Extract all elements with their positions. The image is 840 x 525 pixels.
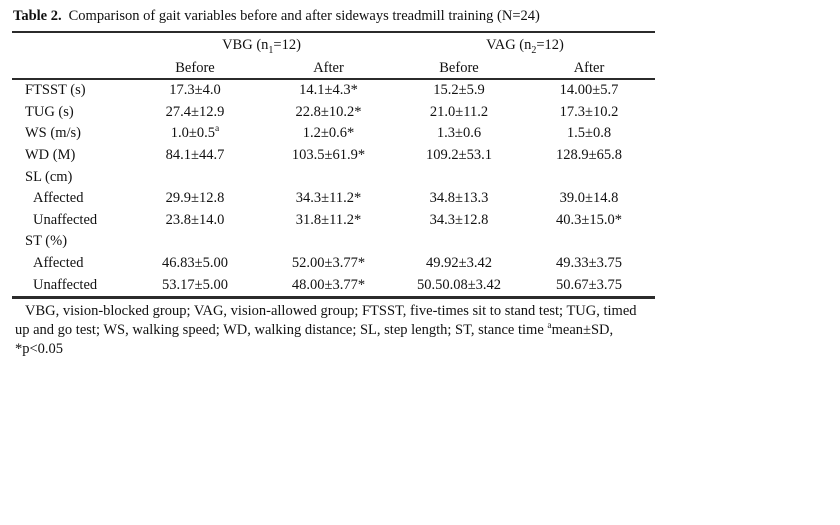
footnote-line: up and go test; WS, walking speed; WD, w… [15, 321, 614, 338]
table-cell: 23.8±14.0 [165, 211, 225, 228]
table-cell: 27.4±12.9 [165, 103, 225, 120]
table-cell [128, 166, 262, 188]
col-header-vbg-after: After [262, 58, 395, 80]
empty-header-cell [12, 58, 128, 80]
table-cell: 21.0±11.2 [429, 103, 489, 120]
table-cell: 1.3±0.6 [436, 125, 482, 142]
table-number: Table 2. [13, 8, 62, 24]
table-cell: 22.8±10.2* [295, 103, 362, 120]
table-footnote: VBG, vision-blocked group; VAG, vision-a… [15, 302, 665, 359]
table-cell: 34.3±12.8 [429, 211, 489, 228]
footnote-line: VBG, vision-blocked group; VAG, vision-a… [25, 303, 637, 319]
group-header-row: VBG (n1=12) VAG (n2=12) [12, 32, 655, 58]
table-cell: 50.67±3.75 [523, 274, 656, 299]
table-cell: 49.92±3.42 [426, 255, 492, 272]
table-row-ftsst: FTSST (s) 17.3±4.0 14.1±4.3* 15.2±5.9 14… [12, 79, 655, 102]
table-cell [262, 231, 395, 253]
table-cell: 15.2±5.9 [433, 82, 485, 99]
table-cell: 17.3±10.2 [559, 103, 619, 120]
table-cell: 34.8±13.3 [429, 190, 489, 207]
table-cell: 52.00±3.77* [291, 255, 366, 272]
table-row-sl: SL (cm) [12, 166, 655, 188]
table-cell [128, 231, 262, 253]
row-label: Unaffected [33, 211, 98, 228]
col-header-vag-before: Before [395, 58, 523, 80]
table-row-st: ST (%) [12, 231, 655, 253]
group-header-vbg: VBG (n1=12) [222, 37, 301, 56]
table-cell [262, 166, 395, 188]
row-label: SL (cm) [25, 168, 73, 185]
superscript-a: a [215, 124, 220, 135]
col-header-vbg-before: Before [128, 58, 262, 80]
table-row-st-unaffected: Unaffected 53.17±5.00 48.00±3.77* 50.50.… [12, 274, 656, 299]
table-cell: 14.00±5.7 [559, 82, 619, 99]
table-cell [395, 231, 523, 253]
table-cell: 50.50.08±3.42 [395, 274, 523, 299]
row-label: Affected [33, 190, 84, 207]
superscript-a: a [547, 321, 552, 332]
table-cell: 31.8±11.2* [295, 211, 362, 228]
table-cell: 109.2±53.1 [426, 147, 492, 164]
subscript-n2: 2 [531, 44, 537, 56]
footnote-line-pvalue: *p<0.05 [15, 341, 64, 357]
row-label: Affected [33, 255, 84, 272]
table-row-tug: TUG (s) 27.4±12.9 22.8±10.2* 21.0±11.2 1… [12, 102, 655, 124]
table-cell: 103.5±61.9* [291, 147, 366, 164]
table-cell [523, 231, 655, 253]
table-row-sl-unaffected: Unaffected 23.8±14.0 31.8±11.2* 34.3±12.… [12, 210, 655, 232]
table-cell: 40.3±15.0* [556, 211, 622, 228]
table-cell: 29.9±12.8 [165, 190, 225, 207]
table-cell: 17.3±4.0 [169, 82, 221, 99]
row-label: WS (m/s) [25, 125, 81, 142]
table-cell: 49.33±3.75 [556, 255, 622, 272]
table-cell: 128.9±65.8 [556, 147, 622, 164]
table-title-text: Comparison of gait variables before and … [68, 8, 540, 24]
table-row-sl-affected: Affected 29.9±12.8 34.3±11.2* 34.8±13.3 … [12, 188, 655, 210]
table-cell: 34.3±11.2* [295, 190, 362, 207]
gait-comparison-table: VBG (n1=12) VAG (n2=12) Before After Bef… [12, 31, 656, 299]
empty-header-cell [12, 32, 128, 58]
table-cell: 1.2±0.6* [302, 125, 355, 142]
subheader-row: Before After Before After [12, 58, 656, 80]
row-label: ST (%) [25, 233, 68, 250]
table-row-wd: WD (M) 84.1±44.7 103.5±61.9* 109.2±53.1 … [12, 145, 655, 167]
col-header-vag-after: After [523, 58, 656, 80]
table-cell: 46.83±5.00 [162, 255, 228, 272]
table-cell: 1.0±0.5a [170, 124, 220, 142]
group-header-vag: VAG (n2=12) [486, 37, 564, 56]
row-label: FTSST (s) [25, 82, 86, 99]
table-cell: 48.00±3.77* [262, 274, 395, 299]
table-caption: Table 2. Comparison of gait variables bef… [13, 8, 540, 25]
table-row-st-affected: Affected 46.83±5.00 52.00±3.77* 49.92±3.… [12, 253, 655, 275]
table-cell: 53.17±5.00 [128, 274, 262, 299]
table-cell: 84.1±44.7 [165, 147, 225, 164]
table-cell: 14.1±4.3* [299, 82, 358, 99]
table-cell [395, 166, 523, 188]
row-label: TUG (s) [25, 103, 74, 120]
row-label: WD (M) [25, 147, 76, 164]
row-label: Unaffected [12, 274, 128, 299]
table-row-ws: WS (m/s) 1.0±0.5a 1.2±0.6* 1.3±0.6 1.5±0… [12, 123, 655, 145]
table-cell: 39.0±14.8 [559, 190, 619, 207]
subscript-n1: 1 [268, 44, 274, 56]
table-cell [523, 166, 655, 188]
table-cell: 1.5±0.8 [566, 125, 612, 142]
